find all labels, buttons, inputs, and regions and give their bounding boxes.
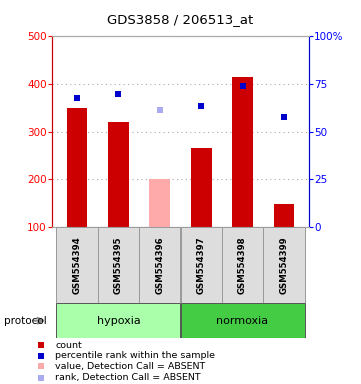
Text: GSM554397: GSM554397 xyxy=(197,236,206,294)
Text: GSM554396: GSM554396 xyxy=(155,236,164,294)
Text: count: count xyxy=(56,341,82,350)
Bar xyxy=(98,227,139,303)
Bar xyxy=(139,227,180,303)
Bar xyxy=(56,303,180,338)
Bar xyxy=(232,77,253,227)
Text: percentile rank within the sample: percentile rank within the sample xyxy=(56,351,216,361)
Text: protocol: protocol xyxy=(4,316,46,326)
Text: GSM554394: GSM554394 xyxy=(73,236,82,294)
Text: normoxia: normoxia xyxy=(217,316,269,326)
Text: GSM554399: GSM554399 xyxy=(279,236,288,294)
Bar xyxy=(67,108,87,227)
Bar xyxy=(56,227,98,303)
Text: GSM554395: GSM554395 xyxy=(114,236,123,294)
Text: GDS3858 / 206513_at: GDS3858 / 206513_at xyxy=(107,13,254,26)
Bar xyxy=(149,179,170,227)
Bar xyxy=(180,227,222,303)
Text: value, Detection Call = ABSENT: value, Detection Call = ABSENT xyxy=(56,362,206,371)
Bar xyxy=(180,303,305,338)
Bar xyxy=(222,227,263,303)
Bar xyxy=(191,148,212,227)
Text: rank, Detection Call = ABSENT: rank, Detection Call = ABSENT xyxy=(56,373,201,382)
Bar xyxy=(108,122,129,227)
Text: GSM554398: GSM554398 xyxy=(238,236,247,294)
Bar xyxy=(263,227,305,303)
Bar xyxy=(274,204,294,227)
Text: hypoxia: hypoxia xyxy=(97,316,140,326)
